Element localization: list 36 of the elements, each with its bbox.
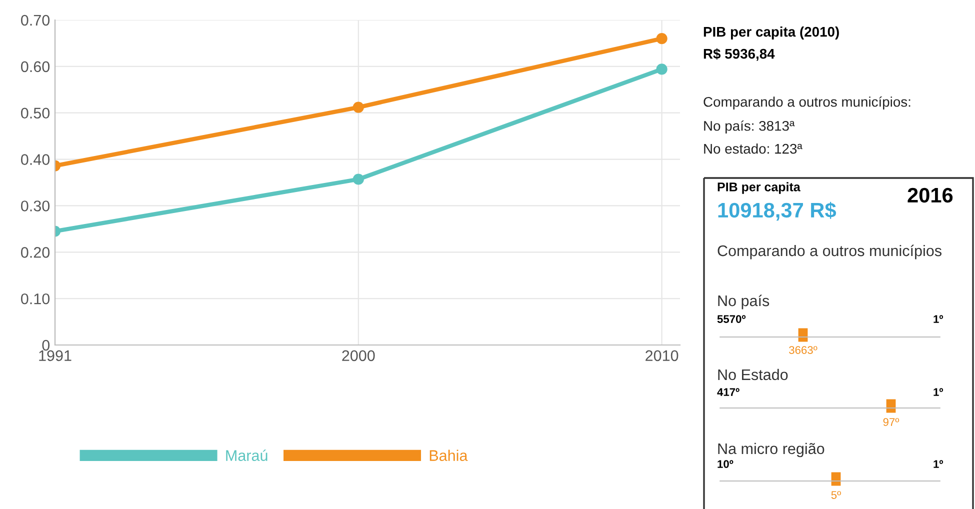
text: 1º — [934, 315, 944, 323]
text: 5570º — [717, 315, 746, 323]
x-tick-label: 2010 — [646, 350, 678, 362]
text: 10º — [718, 460, 734, 468]
text: Bahia — [430, 450, 468, 461]
text: Maraú — [226, 450, 268, 461]
text: No Estado — [718, 368, 788, 380]
y-tick-label: 0.40 — [21, 154, 50, 165]
text: Comparando a outros municípios — [718, 244, 942, 260]
text: 1º — [934, 388, 944, 396]
text: No país — [718, 294, 770, 310]
text: R$ 5936,84 — [704, 48, 775, 61]
text: Na micro região — [718, 442, 824, 458]
text: 417º — [717, 388, 740, 396]
text: 5º — [831, 491, 841, 499]
x-tick-label: 1991 — [39, 350, 72, 362]
y-tick-label: 0 — [42, 340, 50, 351]
point — [656, 64, 668, 75]
text: PIB per capita — [718, 182, 800, 194]
text: 97º — [883, 418, 900, 426]
y-tick-label: 0.60 — [21, 61, 50, 72]
text: 3663º — [789, 346, 818, 354]
text: PIB per capita (2010) — [704, 26, 839, 40]
text: Comparando a outros municípios: — [704, 96, 910, 110]
y-tick-label: 0.10 — [21, 293, 50, 304]
text: 1º — [934, 460, 944, 468]
text: 2016 — [908, 188, 953, 203]
point — [656, 33, 668, 44]
y-tick-label: 0.30 — [21, 200, 50, 212]
text: No país: 3813ª — [704, 120, 795, 134]
text: 10918,37 R$ — [718, 202, 836, 221]
text: No estado: 123ª — [704, 144, 802, 154]
y-tick-label: 0.20 — [21, 247, 50, 258]
y-tick-label: 0.70 — [21, 14, 50, 26]
x-tick-label: 2000 — [342, 350, 375, 362]
y-tick-label: 0.50 — [21, 108, 50, 119]
